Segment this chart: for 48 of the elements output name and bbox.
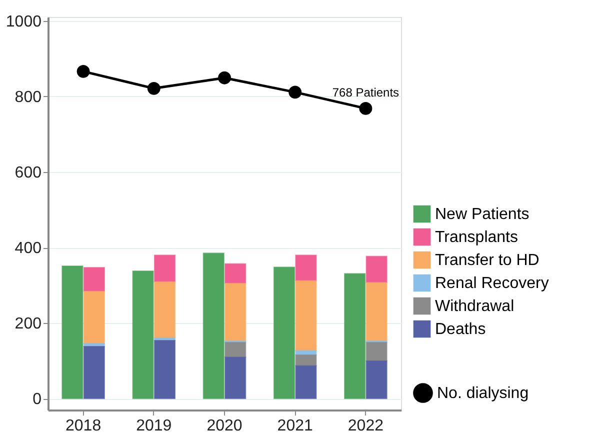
legend-label: No. dialysing (437, 385, 529, 402)
bar (83, 267, 105, 292)
y-tick-label: 400 (14, 240, 42, 258)
legend-label: Transplants (435, 229, 518, 246)
bar (154, 340, 176, 400)
bar (295, 254, 317, 282)
bar (224, 282, 246, 342)
y-tick-label: 0 (32, 391, 42, 408)
bar (132, 270, 154, 400)
bar (273, 266, 296, 400)
x-tick-label: 2019 (136, 418, 172, 434)
x-tick-label: 2018 (66, 418, 102, 434)
bar (224, 342, 246, 358)
legend-label: Renal Recovery (435, 275, 549, 292)
y-tick-label: 800 (14, 88, 42, 106)
bar (83, 346, 105, 400)
bar (83, 290, 105, 344)
bar (366, 342, 388, 362)
x-tick-label: 2021 (277, 418, 313, 434)
bar (295, 350, 317, 356)
point (288, 86, 302, 99)
point (218, 71, 231, 84)
bar (295, 280, 317, 352)
bar (295, 365, 317, 400)
point (76, 64, 90, 78)
bar (202, 252, 224, 400)
bar (366, 360, 388, 400)
annotation: 768 Patients (332, 85, 400, 100)
legend-label: New Patients (435, 206, 530, 223)
y-tick-label: 200 (14, 316, 42, 333)
bar (224, 263, 246, 284)
bar (62, 266, 84, 400)
bar (366, 256, 388, 284)
bar (154, 254, 176, 282)
point (147, 82, 160, 95)
y-tick-label: 1000 (6, 13, 42, 30)
bar (295, 354, 317, 366)
legend-label: Transfer to HD (435, 252, 540, 269)
legend-label: Deaths (435, 321, 486, 338)
bar (154, 281, 176, 338)
legend-label: Withdrawal (435, 298, 514, 315)
bar (344, 273, 366, 400)
y-tick-label: 600 (14, 164, 42, 182)
bar (224, 356, 246, 400)
x-tick-label: 2020 (206, 418, 242, 434)
x-tick-label: 2022 (348, 418, 384, 434)
bar (366, 282, 388, 342)
point (359, 102, 372, 115)
